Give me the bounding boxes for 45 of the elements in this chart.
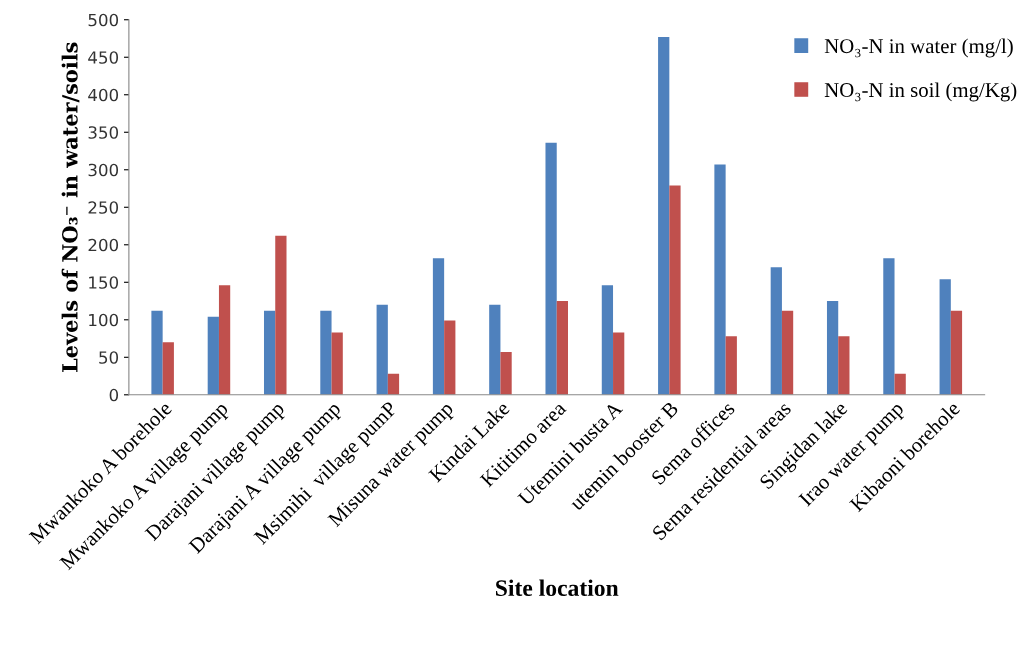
bar [883, 258, 895, 395]
bar [725, 336, 737, 395]
y-tick-label: 450 [88, 51, 119, 64]
bar [432, 258, 445, 395]
bar [387, 373, 400, 395]
bar [218, 285, 231, 395]
bar [714, 164, 726, 395]
y-tick-label: 350 [88, 126, 119, 139]
bar [939, 279, 951, 395]
bar [601, 285, 614, 395]
bar [376, 304, 388, 395]
y-tick-label: 50 [99, 351, 119, 364]
bar [658, 36, 670, 395]
bar [950, 310, 963, 395]
bar [838, 336, 850, 395]
y-tick-label: 200 [88, 238, 119, 252]
bar [162, 342, 174, 395]
y-tick-label: 150 [89, 276, 119, 289]
bar [151, 310, 163, 395]
y-tick-label: 300 [88, 163, 119, 177]
bar [263, 310, 276, 395]
bar [613, 332, 625, 395]
y-tick-label: 0 [109, 388, 119, 402]
legend-label: NO₃-N in soil (mg/Kg) [824, 82, 1017, 102]
bar [500, 352, 512, 395]
y-tick-label: 500 [88, 13, 119, 27]
bar [894, 373, 906, 395]
bar [444, 320, 456, 395]
bar [669, 185, 681, 395]
bar [770, 267, 782, 395]
x-axis-title: Site location [496, 579, 619, 597]
bar [320, 310, 332, 395]
bar [556, 301, 568, 395]
y-tick-label: 250 [88, 201, 119, 214]
bar [331, 332, 343, 395]
y-tick-label: 100 [89, 313, 119, 327]
y-axis-title: Levels of NO₃⁻ in water/soils [61, 42, 80, 372]
bar [545, 142, 557, 395]
bar [826, 301, 839, 395]
legend-label: NO₃-N in water (mg/l) [824, 38, 1013, 58]
bar [489, 304, 501, 395]
y-tick-label: 400 [88, 88, 119, 102]
bar [207, 316, 219, 395]
bar [275, 235, 287, 395]
bar [781, 310, 794, 395]
